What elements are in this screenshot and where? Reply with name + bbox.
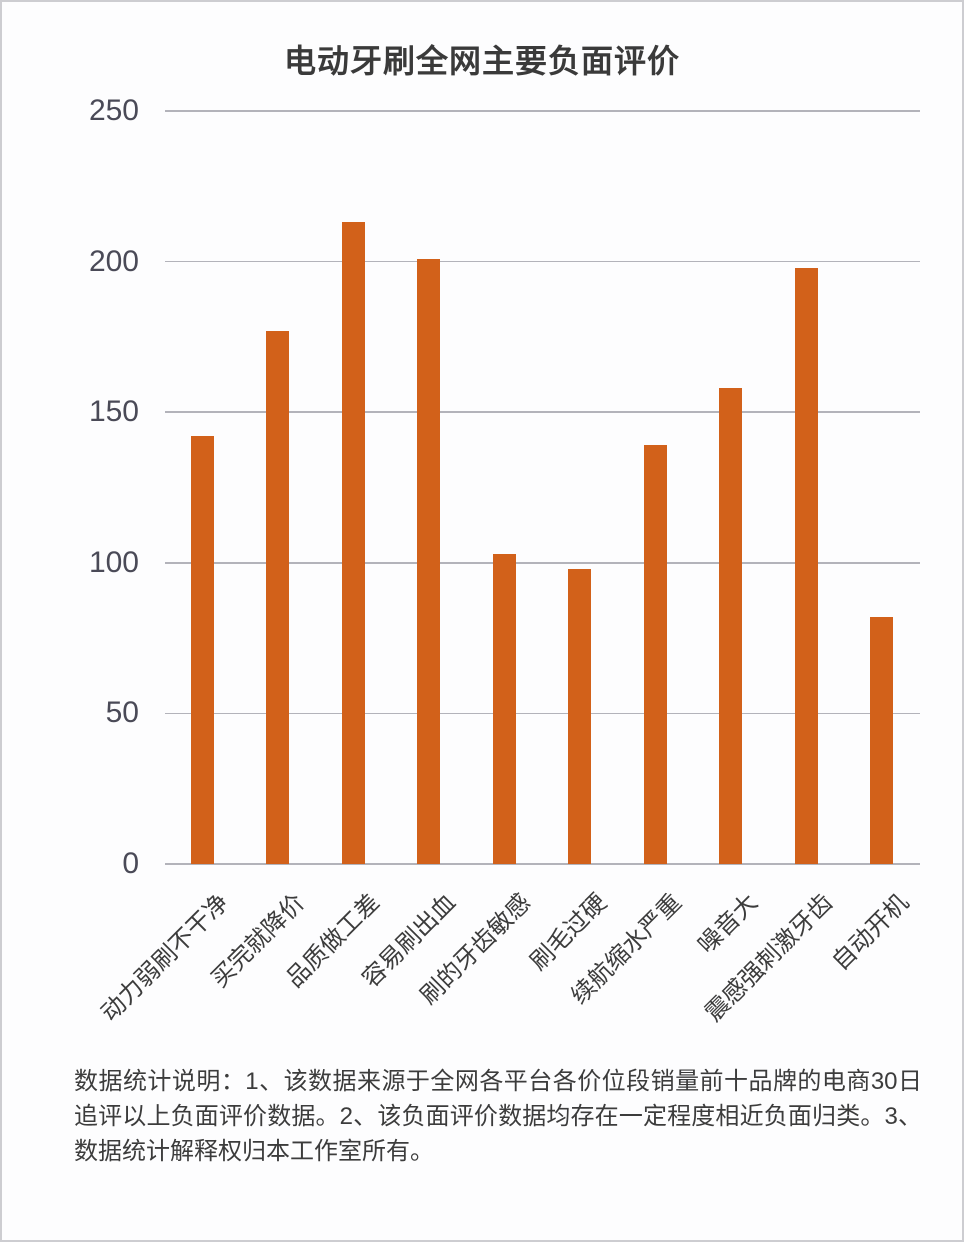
gridline	[165, 562, 920, 564]
y-tick-label: 150	[88, 395, 139, 429]
y-tick-label: 250	[88, 94, 139, 127]
bar-8	[719, 388, 742, 864]
bar-1	[190, 436, 214, 864]
bar-4	[417, 258, 440, 864]
y-tick-label: 100	[88, 545, 139, 579]
x-tick-label: 自动开机	[826, 888, 914, 976]
bar-2	[266, 330, 289, 864]
gridline	[165, 712, 920, 715]
gridline	[165, 411, 920, 413]
gridline	[165, 863, 920, 865]
footnote: 数据统计说明：1、该数据来源于全网各平台各价位段销量前十品牌的电商30日追评以上…	[74, 1068, 922, 1165]
bar-6	[568, 568, 591, 864]
bar-5	[492, 553, 516, 864]
bar-3	[341, 222, 365, 864]
bar-10	[870, 617, 893, 864]
y-tick-label: 0	[122, 847, 139, 880]
y-tick-label: 50	[105, 696, 139, 730]
y-tick-label: 200	[88, 244, 139, 278]
bar-9	[794, 267, 818, 864]
chart-title: 电动牙刷全网主要负面评价	[283, 43, 680, 79]
gridline	[165, 260, 920, 263]
gridline	[165, 110, 920, 112]
bar-7	[643, 445, 667, 864]
